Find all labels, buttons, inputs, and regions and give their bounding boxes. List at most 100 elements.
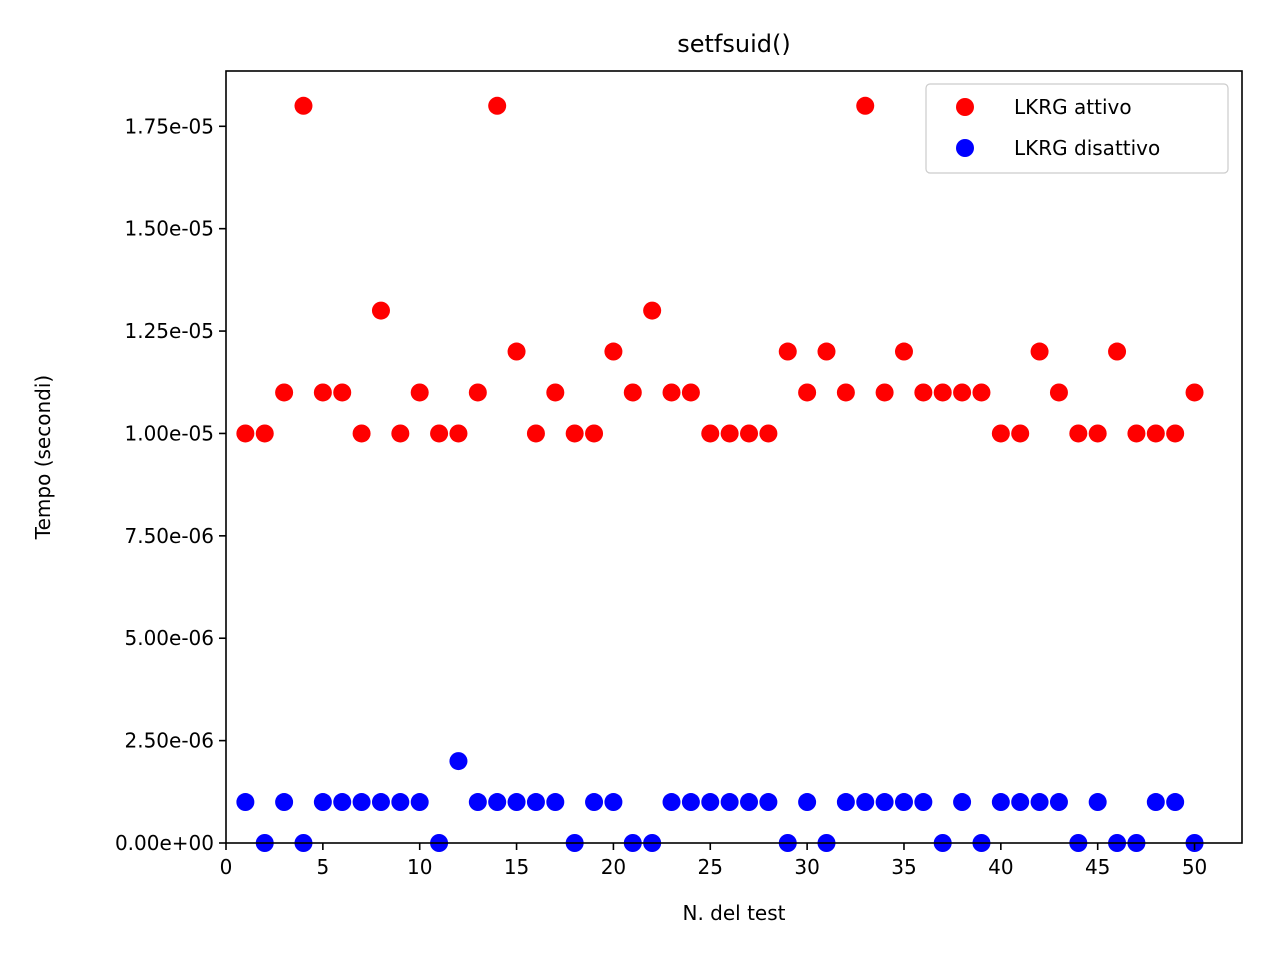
y-tick-label: 1.50e-05 [124, 217, 214, 241]
data-point [507, 342, 526, 361]
data-point [894, 342, 913, 361]
data-point [604, 793, 623, 812]
chart-title: setfsuid() [677, 30, 790, 58]
x-tick-label: 10 [407, 855, 432, 879]
data-point [836, 383, 855, 402]
data-point [275, 383, 294, 402]
x-tick-label: 45 [1085, 855, 1110, 879]
data-point [914, 383, 933, 402]
y-tick-label: 1.25e-05 [124, 319, 214, 343]
data-point [681, 383, 700, 402]
data-point [778, 342, 797, 361]
data-point [391, 793, 410, 812]
data-point [410, 383, 429, 402]
data-point [701, 793, 720, 812]
data-point [1166, 424, 1185, 443]
y-tick-label: 0.00e+00 [115, 831, 214, 855]
data-point [255, 424, 274, 443]
data-point [740, 793, 759, 812]
data-point [701, 424, 720, 443]
data-point [991, 424, 1010, 443]
data-point [565, 424, 584, 443]
data-point [681, 793, 700, 812]
data-point [313, 793, 332, 812]
data-point [933, 383, 952, 402]
x-tick-label: 15 [504, 855, 529, 879]
data-point [991, 793, 1010, 812]
x-tick-label: 5 [316, 855, 329, 879]
data-point [468, 383, 487, 402]
legend-frame [925, 83, 1229, 174]
data-point [1030, 793, 1049, 812]
data-point [720, 793, 739, 812]
data-point [1088, 424, 1107, 443]
data-point [1088, 793, 1107, 812]
y-tick-label: 1.00e-05 [124, 421, 214, 445]
data-point [449, 424, 468, 443]
data-point [333, 793, 352, 812]
data-point [836, 793, 855, 812]
y-axis-ticks: 0.00e+00 2.50e-06 5.00e-06 7.50e-06 1.00e-05… [115, 114, 226, 855]
x-tick-label: 40 [988, 855, 1013, 879]
data-point [468, 793, 487, 812]
x-tick-label: 35 [891, 855, 916, 879]
data-point [1011, 424, 1030, 443]
y-tick-label: 5.00e-06 [124, 626, 214, 650]
data-point [430, 424, 449, 443]
data-point [1011, 793, 1030, 812]
data-point [875, 793, 894, 812]
y-tick-label: 7.50e-06 [124, 524, 214, 548]
x-axis-title: N. del test [683, 901, 786, 925]
data-point [1049, 383, 1068, 402]
data-point [662, 793, 681, 812]
data-point [894, 793, 913, 812]
data-point [759, 424, 778, 443]
data-point [526, 793, 545, 812]
data-point [798, 793, 817, 812]
data-point [914, 793, 933, 812]
data-point [488, 96, 507, 115]
data-point [526, 424, 545, 443]
data-point [507, 793, 526, 812]
data-point [1146, 424, 1165, 443]
data-point [1166, 793, 1185, 812]
data-point [236, 424, 255, 443]
data-point [953, 793, 972, 812]
y-tick-label: 1.75e-05 [124, 114, 214, 138]
data-point [546, 793, 565, 812]
data-point [759, 793, 778, 812]
x-tick-label: 25 [698, 855, 723, 879]
legend-label-lkrg-attivo: LKRG attivo [1014, 95, 1132, 119]
data-point [333, 383, 352, 402]
data-point [313, 383, 332, 402]
data-point [488, 793, 507, 812]
x-tick-label: 20 [601, 855, 626, 879]
data-point [623, 383, 642, 402]
x-axis-ticks: 0 5 10 15 20 25 30 35 40 45 50 [220, 843, 1207, 879]
data-point [856, 96, 875, 115]
legend: LKRG attivo LKRG disattivo [925, 83, 1229, 174]
data-point [391, 424, 410, 443]
data-point [604, 342, 623, 361]
data-point [1146, 793, 1165, 812]
legend-marker-lkrg-attivo [956, 98, 974, 116]
data-point [236, 793, 255, 812]
data-point [371, 793, 390, 812]
data-point [1049, 793, 1068, 812]
x-tick-label: 0 [220, 855, 233, 879]
data-point [1185, 383, 1204, 402]
data-point [410, 793, 429, 812]
data-point [371, 301, 390, 320]
data-point [294, 96, 313, 115]
data-point [856, 793, 875, 812]
data-point [720, 424, 739, 443]
data-point [352, 793, 371, 812]
y-axis-title: Tempo (secondi) [31, 375, 55, 540]
data-point [972, 383, 991, 402]
x-tick-label: 30 [794, 855, 819, 879]
data-point [875, 383, 894, 402]
series-lkrg-attivo [236, 96, 1204, 443]
data-point [449, 752, 468, 771]
data-point [546, 383, 565, 402]
